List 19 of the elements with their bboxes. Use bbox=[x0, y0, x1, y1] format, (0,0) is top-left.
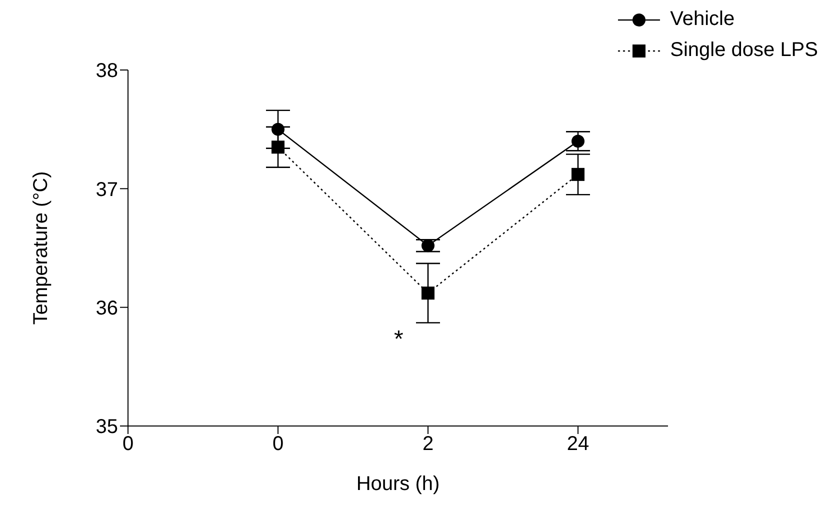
y-tick-label: 38 bbox=[96, 60, 118, 82]
point bbox=[422, 239, 434, 252]
y-tick-label: 37 bbox=[96, 178, 118, 201]
point bbox=[272, 122, 284, 136]
x-axis-title: Hours (h) bbox=[356, 473, 440, 495]
y-tick-label: 36 bbox=[96, 297, 118, 320]
y-axis-title: Temperature (°C) bbox=[30, 171, 52, 325]
legend-label: Vehicle bbox=[670, 8, 735, 31]
point bbox=[572, 134, 584, 148]
y-tick-label: 35 bbox=[96, 416, 118, 438]
point bbox=[422, 286, 434, 300]
x-tick-label: 2 bbox=[422, 433, 434, 456]
point bbox=[272, 140, 284, 154]
x-tick-label: 0 bbox=[272, 433, 284, 456]
x-tick-label: 24 bbox=[566, 433, 590, 456]
point bbox=[572, 168, 584, 181]
x-tick-label: 0 bbox=[122, 433, 134, 456]
legend-label: Single dose LPS bbox=[670, 39, 818, 62]
annotation: * bbox=[394, 326, 404, 354]
